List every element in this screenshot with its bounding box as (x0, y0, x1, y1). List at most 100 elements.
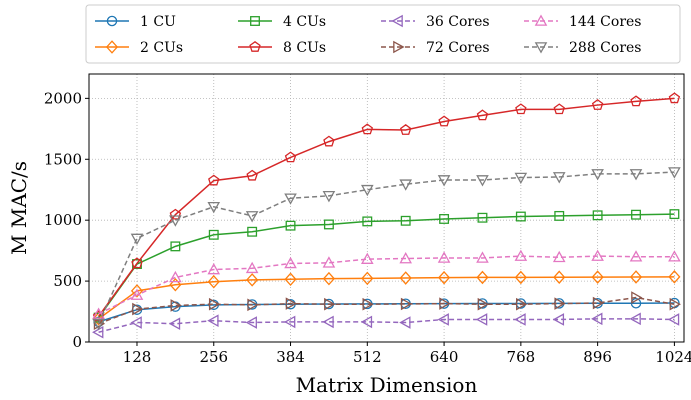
data-point-36-cores (360, 315, 373, 329)
data-point-288-cores (552, 172, 566, 184)
data-point-2-cus (92, 312, 105, 326)
data-point-36-cores (629, 312, 641, 326)
data-point-2-cus (514, 270, 527, 285)
x-tick-label: 512 (353, 348, 382, 366)
data-point-4-cus (554, 210, 565, 221)
data-point-8-cus (515, 103, 527, 115)
legend-item-4-cus: 4 CUs (238, 14, 326, 30)
data-point-288-cores (668, 167, 681, 179)
series-line-4-cus (97, 213, 675, 319)
data-point-36-cores (322, 315, 334, 329)
data-point-144-cores (514, 249, 528, 261)
data-point-36-cores (514, 313, 526, 326)
data-point-8-cus (284, 151, 297, 163)
data-point-144-cores (668, 250, 681, 262)
x-tick-label: 1024 (655, 348, 691, 366)
data-point-72-cores (516, 297, 528, 311)
legend-marker (250, 16, 260, 26)
data-point-72-cores (170, 299, 182, 312)
x-tick-label: 768 (507, 348, 536, 366)
data-point-288-cores (361, 184, 374, 197)
y-tick-label: 1500 (44, 150, 82, 168)
data-point-288-cores (476, 175, 489, 187)
series-72-cores (93, 291, 681, 331)
data-point-8-cus (131, 257, 143, 269)
series-line-288-cores (97, 171, 675, 325)
data-point-288-cores (591, 169, 604, 181)
data-point-72-cores (362, 297, 374, 311)
data-point-288-cores (245, 211, 259, 223)
legend-label: 288 Cores (569, 40, 641, 56)
data-point-4-cus (631, 209, 641, 220)
x-tick-label: 128 (123, 348, 152, 366)
data-point-144-cores (399, 252, 412, 264)
data-point-72-cores (554, 297, 566, 310)
series-144-cores (92, 249, 681, 319)
data-point-72-cores (247, 298, 259, 312)
legend: 1 CU 2 CUs 4 CUs 8 CUs 36 Cores 72 Cores 144 C… (85, 4, 681, 64)
data-point-8-cus (399, 124, 412, 135)
legend-marker (534, 42, 548, 54)
data-point-144-cores (552, 250, 566, 263)
data-point-72-cores (285, 297, 298, 310)
data-point-8-cus (323, 135, 335, 147)
legend-label: 144 Cores (569, 14, 641, 30)
data-point-288-cores (284, 193, 297, 205)
data-point-72-cores (208, 297, 221, 311)
series-line-36-cores (98, 318, 675, 333)
data-point-4-cus (247, 226, 258, 237)
data-point-144-cores (629, 250, 643, 262)
data-point-288-cores (92, 318, 105, 331)
data-point-4-cus (285, 220, 296, 231)
data-point-144-cores (284, 256, 297, 269)
x-axis-label: Matrix Dimension (296, 373, 478, 397)
data-point-4-cus (170, 241, 181, 252)
data-point-72-cores (324, 297, 336, 311)
data-point-4-cus (515, 211, 526, 222)
legend-marker (105, 40, 119, 54)
data-point-144-cores (169, 270, 182, 283)
data-point-4-cus (477, 212, 488, 223)
data-point-288-cores (399, 179, 412, 191)
data-point-2-cus (476, 270, 489, 285)
data-point-36-cores (475, 313, 488, 326)
data-point-8-cus (361, 123, 374, 135)
data-point-4-cus (400, 215, 411, 226)
data-point-2-cus (169, 277, 182, 292)
series-line-8-cus (97, 97, 675, 317)
data-point-4-cus (669, 209, 680, 220)
data-point-36-cores (399, 316, 411, 329)
data-point-2-cus (361, 271, 374, 286)
data-point-288-cores (629, 169, 643, 181)
data-point-288-cores (322, 191, 336, 203)
legend-label: 2 CUs (140, 40, 183, 56)
legend-frame (85, 4, 681, 64)
data-point-144-cores (322, 256, 336, 268)
data-point-8-cus (208, 174, 220, 186)
y-axis-label: M MAC/s (7, 161, 31, 255)
data-point-36-cores (437, 313, 449, 326)
legend-label: 72 Cores (426, 40, 490, 56)
series-layer (92, 92, 681, 339)
data-point-2-cus (438, 270, 451, 285)
data-point-144-cores (591, 249, 604, 261)
data-point-8-cus (591, 99, 604, 110)
data-point-36-cores (168, 317, 181, 331)
y-tick-label: 2000 (44, 89, 82, 107)
x-tick-label: 640 (430, 348, 459, 366)
series-line-72-cores (98, 296, 675, 325)
legend-item-144-cores: 144 Cores (524, 14, 641, 30)
data-point-8-cus (169, 208, 182, 220)
data-point-72-cores (669, 297, 681, 311)
data-point-4-cus (439, 214, 450, 224)
data-point-8-cus (246, 169, 258, 181)
legend-marker (534, 14, 548, 26)
legend-marker (249, 40, 261, 52)
data-point-144-cores (245, 261, 259, 274)
data-point-36-cores (130, 316, 142, 329)
data-point-2-cus (668, 270, 681, 284)
data-point-288-cores (207, 201, 221, 214)
x-tick-label: 896 (583, 348, 612, 366)
legend-label: 8 CUs (283, 40, 326, 56)
